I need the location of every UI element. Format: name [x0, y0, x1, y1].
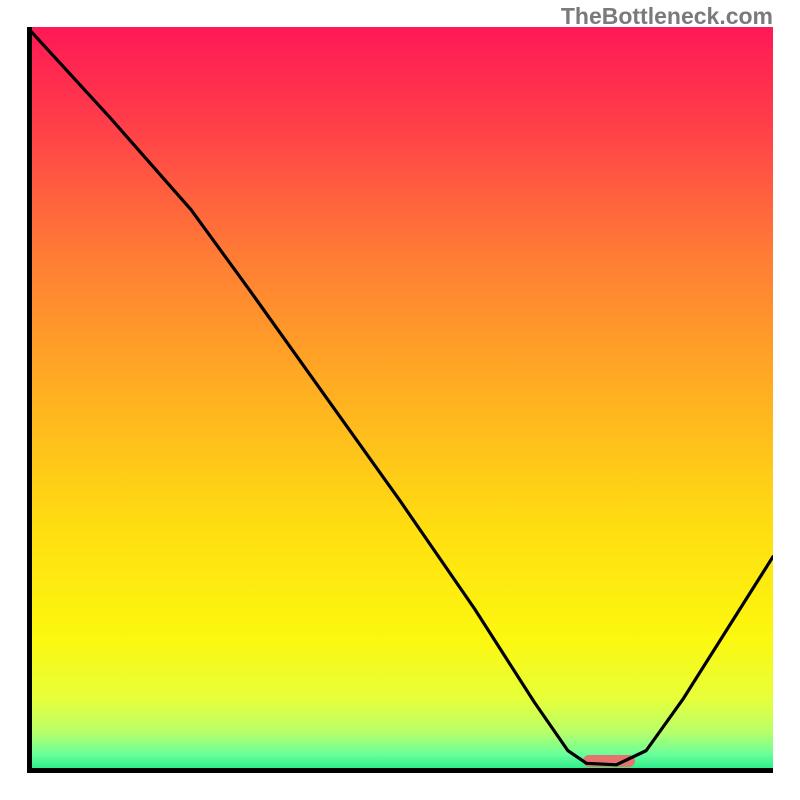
watermark-label: TheBottleneck.com — [561, 3, 773, 30]
bottleneck-chart: TheBottleneck.com — [0, 0, 800, 800]
optimal-zone-marker — [583, 755, 635, 768]
heat-gradient-background — [27, 27, 773, 773]
y-axis-border — [27, 27, 32, 773]
x-axis-border — [27, 768, 773, 773]
plot-area — [27, 27, 773, 773]
